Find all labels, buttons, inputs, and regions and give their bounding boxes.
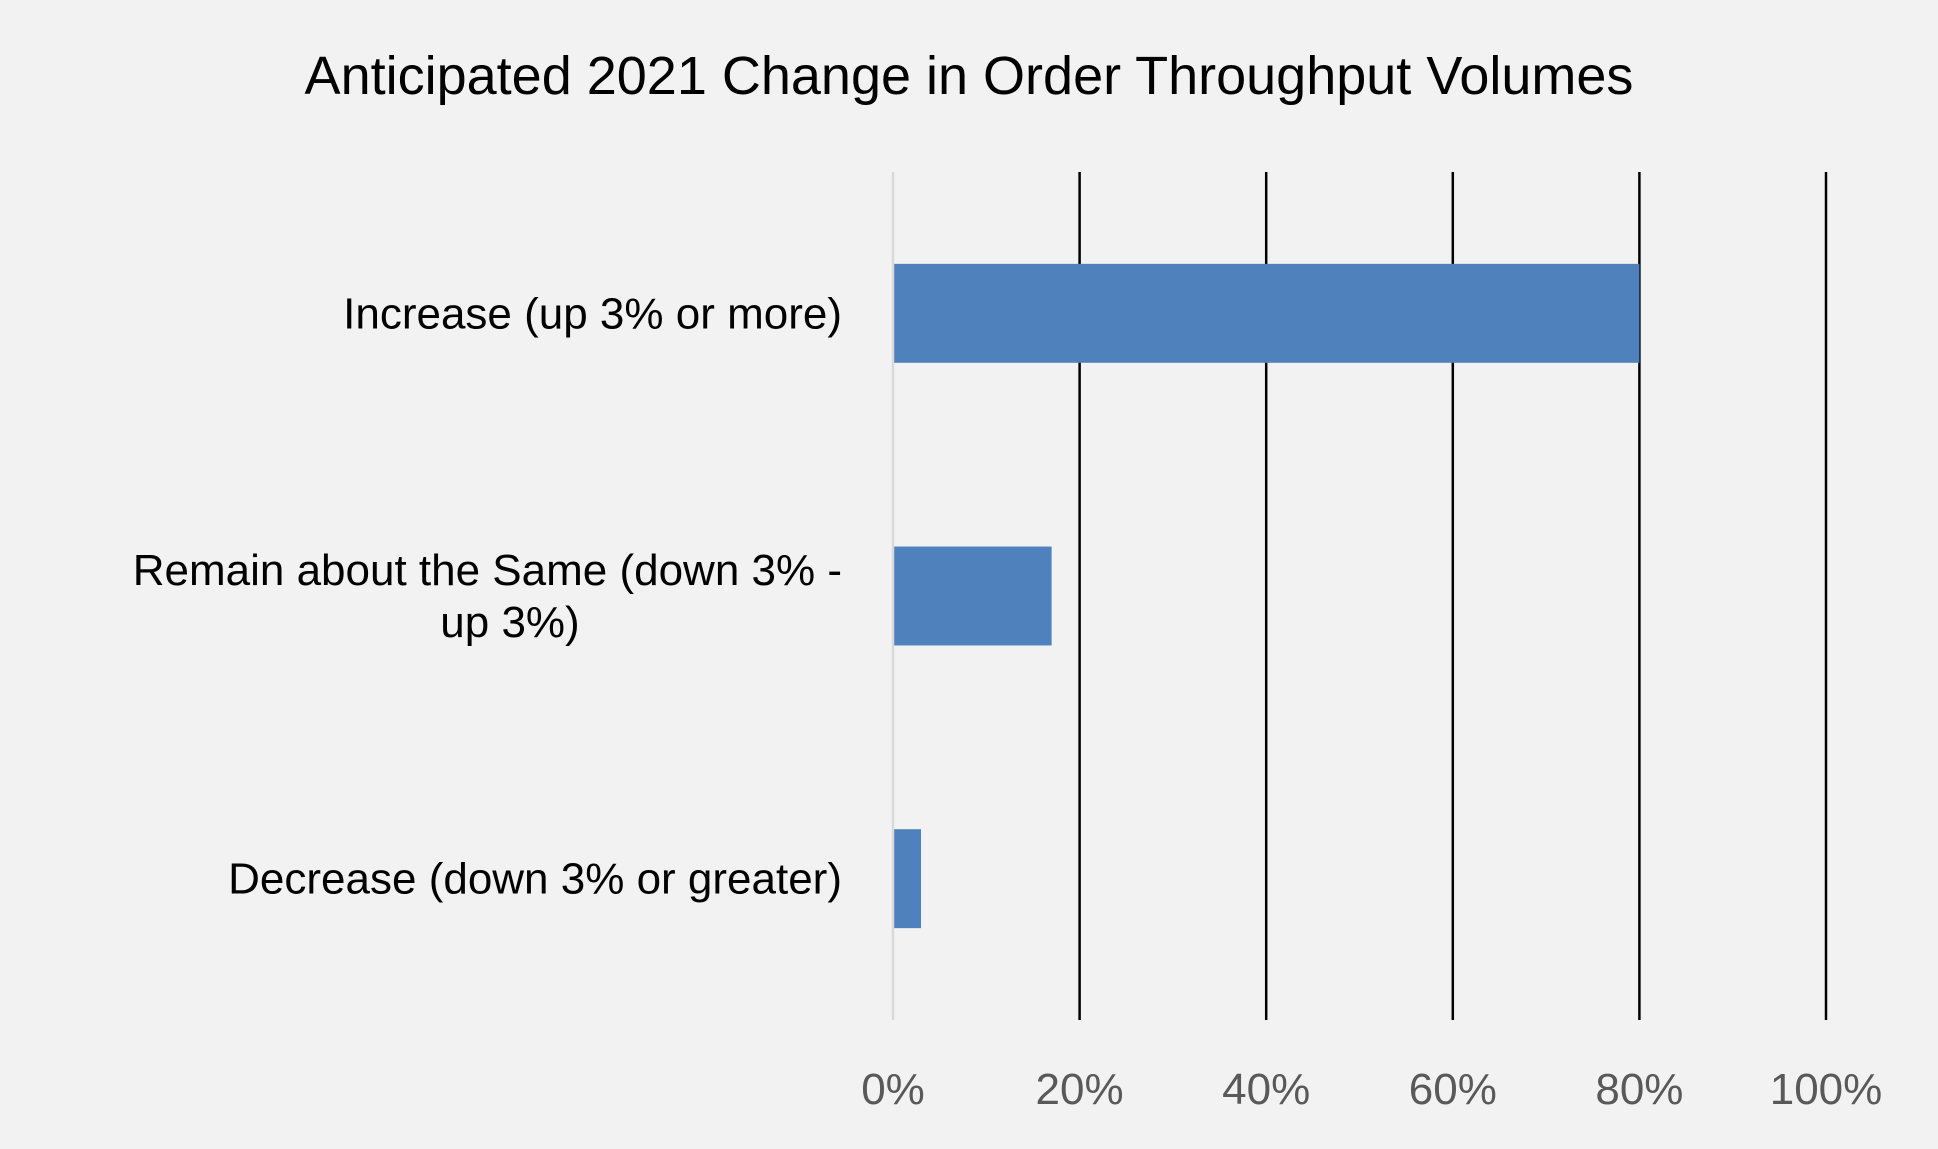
x-tick-label-40: 40% xyxy=(1222,1065,1310,1114)
category-label-1: Remain about the Same (down 3% -up 3%) xyxy=(133,546,842,647)
x-tick-label-60: 60% xyxy=(1409,1065,1497,1114)
x-tick-label-0: 0% xyxy=(861,1065,925,1114)
category-label-line: Decrease (down 3% or greater) xyxy=(228,855,842,904)
chart-title: Anticipated 2021 Change in Order Through… xyxy=(305,46,1634,106)
bar-0 xyxy=(893,263,1640,363)
category-label-0: Increase (up 3% or more) xyxy=(343,289,842,338)
x-tick-labels: 0% 20% 40% 60% 80% 100% xyxy=(861,1065,1882,1114)
category-labels: Increase (up 3% or more) Remain about the… xyxy=(133,289,842,903)
category-label-2: Decrease (down 3% or greater) xyxy=(228,855,842,904)
category-label-line: up 3%) xyxy=(440,598,579,647)
x-tick-label-20: 20% xyxy=(1036,1065,1124,1114)
x-tick-label-100: 100% xyxy=(1770,1065,1883,1114)
category-label-line: Remain about the Same (down 3% - xyxy=(133,546,842,595)
bar-1 xyxy=(893,546,1052,646)
bar-2 xyxy=(893,829,921,929)
bars xyxy=(893,263,1640,929)
x-tick-label-80: 80% xyxy=(1595,1065,1683,1114)
category-label-line: Increase (up 3% or more) xyxy=(343,289,842,338)
